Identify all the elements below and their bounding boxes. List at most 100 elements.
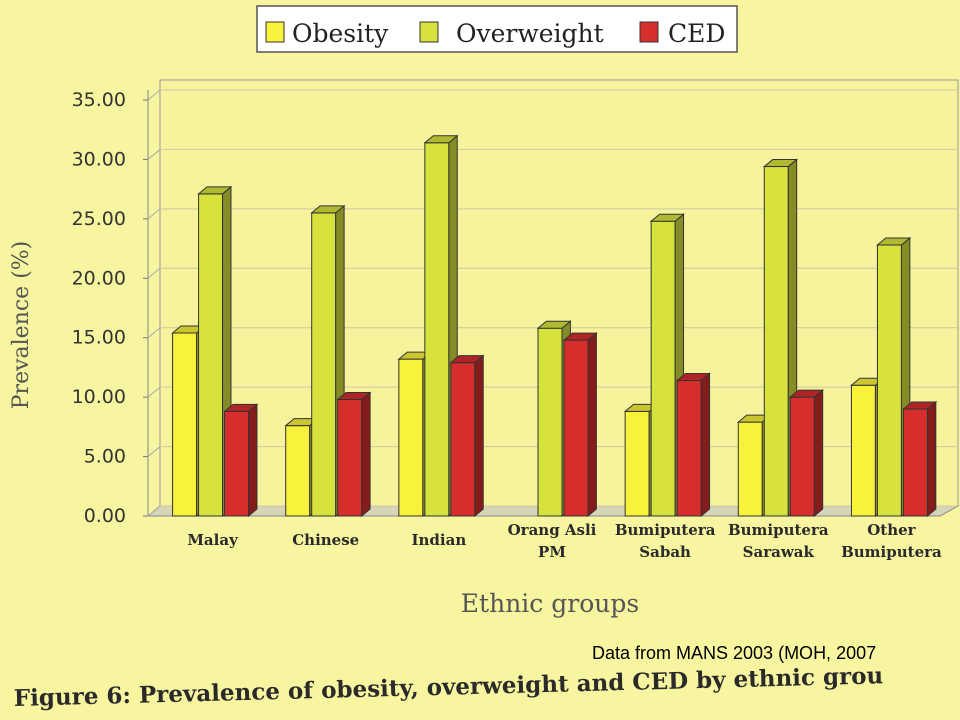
y-tick-label: 15.00: [72, 327, 126, 349]
source-note: Data from MANS 2003 (MOH, 2007: [592, 643, 876, 663]
bar-top: [336, 392, 372, 401]
bar-top: [902, 401, 938, 410]
x-category-label: Bumiputera Sarawak: [728, 521, 829, 561]
gridline-diag: [147, 505, 161, 517]
bar-side: [587, 332, 597, 518]
bar-front: [424, 142, 450, 517]
y-tick-label: 30.00: [72, 148, 126, 170]
figure-caption: Figure 6: Prevalence of obesity, overwei…: [13, 662, 883, 712]
bar-top: [675, 373, 711, 382]
gridline-diag: [147, 267, 161, 279]
y-tick-label: 10.00: [72, 386, 126, 408]
bar: [762, 158, 799, 518]
bar-top: [876, 237, 912, 246]
x-category-line: Indian: [411, 531, 466, 549]
bar-top: [788, 389, 825, 398]
bar-front: [311, 212, 337, 517]
x-axis-title: Ethnic groups: [461, 589, 639, 618]
x-category-label: Chinese: [292, 531, 359, 549]
bar-top: [223, 403, 259, 412]
gridline-diag: [147, 446, 161, 457]
bar-top: [449, 355, 485, 364]
y-axis-title: Prevalence (%): [9, 241, 34, 410]
x-category-line: Orang Asli: [508, 521, 597, 539]
gridline-diag: [147, 149, 161, 160]
bar-front: [624, 410, 650, 517]
legend-label: CED: [668, 19, 725, 48]
x-category-line: Sabah: [639, 543, 691, 561]
gridline-diag: [147, 208, 161, 220]
bar-side: [248, 403, 258, 518]
bar-top: [423, 135, 459, 144]
y-tick-label: 25.00: [72, 208, 126, 230]
bar-front: [850, 384, 876, 517]
x-category-label: Orang Asli PM: [508, 521, 597, 561]
bar-front: [789, 396, 815, 517]
x-category-line: Chinese: [292, 531, 359, 549]
bar-front: [398, 358, 424, 517]
bar: [675, 372, 711, 518]
y-axis-ticks: 0.00 5.00 10.00 15.00 20.00 25.00 30.00 35.00: [72, 89, 126, 527]
bar: [788, 389, 825, 518]
x-category-line: Bumiputera: [728, 521, 829, 539]
bar: [876, 236, 912, 518]
bar: [902, 400, 938, 518]
y-tick-label: 5.00: [84, 446, 126, 468]
x-category-line: PM: [538, 543, 566, 561]
bar-top: [649, 213, 685, 222]
bar: [649, 213, 685, 518]
bar-side: [926, 400, 937, 518]
bars-group: [171, 134, 938, 518]
bar-side: [813, 389, 824, 518]
legend-label: Overweight: [456, 19, 604, 48]
bar-top: [310, 205, 346, 214]
y-tick-label: 20.00: [72, 267, 126, 289]
bar: [223, 403, 259, 518]
bar-side: [361, 391, 371, 518]
x-category-label: Other Bumiputera: [841, 521, 942, 561]
bar-front: [650, 220, 676, 517]
gridline-diag: [147, 386, 161, 398]
bar-front: [902, 408, 928, 517]
x-category-label: Bumiputera Sabah: [615, 521, 716, 561]
bar: [562, 332, 598, 518]
gridline-diag: [147, 89, 161, 101]
bar-front: [676, 380, 702, 517]
bar-front: [876, 244, 902, 517]
bar-top: [197, 186, 233, 195]
bar-front: [337, 399, 363, 517]
y-tick-label: 35.00: [72, 89, 126, 111]
bar-front: [450, 362, 476, 517]
bar-top: [762, 159, 799, 168]
bar-front: [285, 425, 311, 517]
y-tick-label: 0.00: [84, 505, 126, 527]
x-category-label: Malay: [187, 531, 239, 549]
bar-top: [536, 320, 572, 329]
bar-front: [172, 332, 198, 517]
bar-side: [700, 372, 711, 518]
legend-swatch: [419, 21, 439, 43]
x-category-line: Malay: [187, 531, 239, 549]
x-category-line: Other: [867, 521, 916, 539]
bar: [449, 354, 485, 518]
x-category-line: Bumiputera: [841, 543, 942, 561]
gridline-diag: [147, 327, 161, 339]
bar-front: [537, 327, 563, 517]
bar-front: [198, 193, 224, 517]
legend-swatch: [265, 21, 285, 43]
bar: [336, 391, 372, 518]
bar-top: [562, 332, 598, 341]
bar-front: [224, 410, 250, 517]
legend: Obesity Overweight CED: [256, 5, 738, 53]
bar-front: [737, 421, 763, 517]
bar-side: [474, 354, 484, 518]
x-axis-categories: Malay Chinese Indian Orang Asli PM Bumiputera…: [187, 521, 942, 561]
x-category-line: Sarawak: [743, 543, 815, 561]
legend-label: Obesity: [292, 19, 389, 48]
x-category-label: Indian: [411, 531, 466, 549]
x-category-line: Bumiputera: [615, 521, 716, 539]
bar-front: [763, 166, 789, 517]
bar-front: [563, 339, 589, 517]
legend-swatch: [639, 21, 659, 43]
